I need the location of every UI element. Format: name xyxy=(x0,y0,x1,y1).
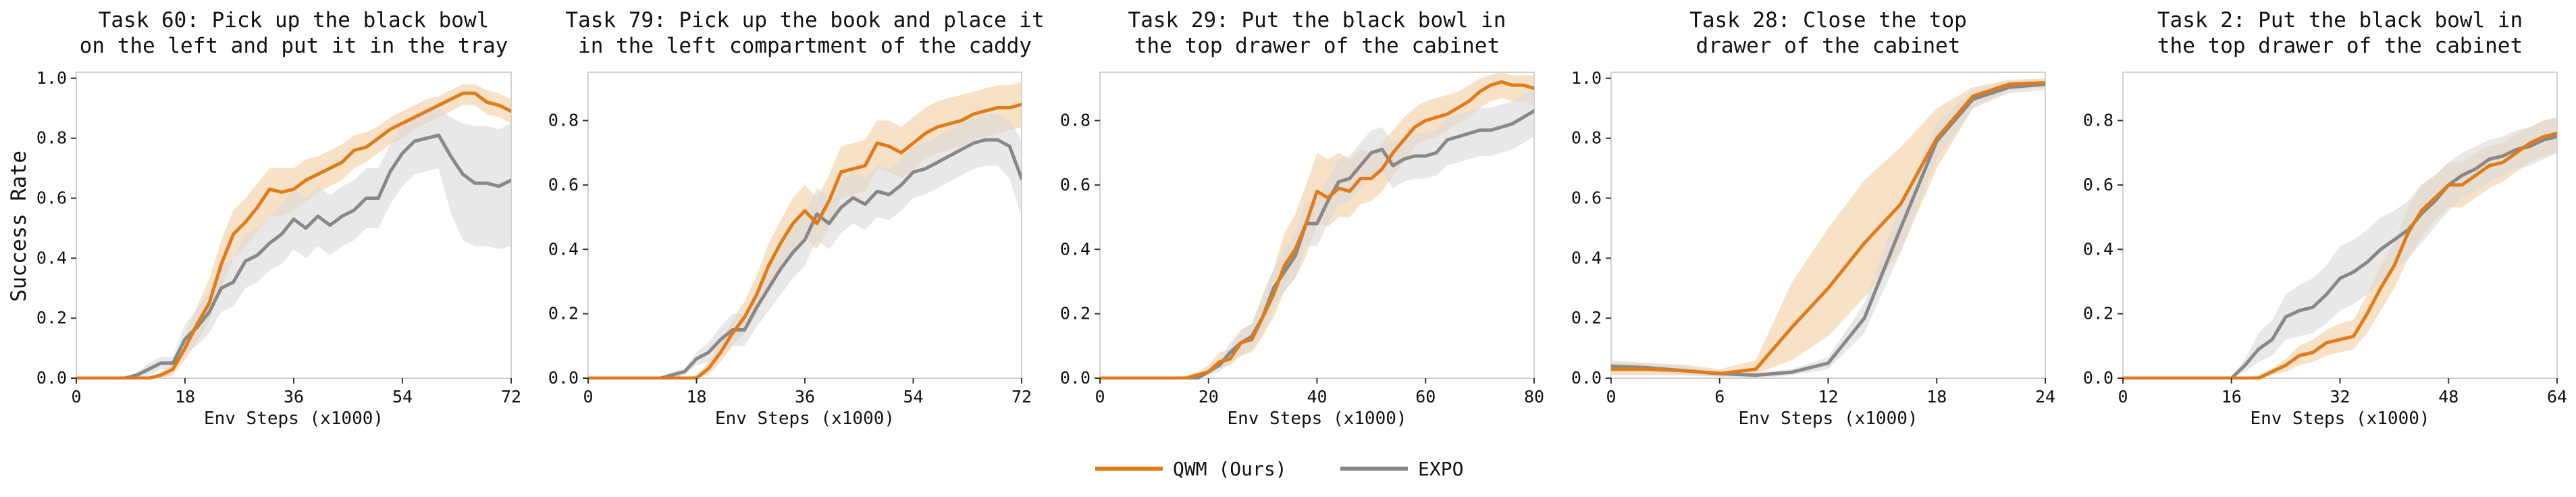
chart-title-line: Task 29: Put the black bowl in xyxy=(1128,8,1506,32)
x-tick-label: 0 xyxy=(71,387,81,407)
legend: QWM (Ours) EXPO xyxy=(1095,458,1463,480)
y-tick-label: 0.0 xyxy=(1571,368,1602,388)
y-tick-label: 0.6 xyxy=(36,188,67,208)
confidence-band-expo xyxy=(1100,88,1534,379)
confidence-band-expo xyxy=(2123,117,2557,379)
plot-area xyxy=(76,84,511,380)
series-line-expo xyxy=(588,138,1022,380)
y-tick-label: 0.6 xyxy=(1060,175,1090,194)
y-tick-label: 0.8 xyxy=(1571,128,1602,148)
y-tick-label: 0.2 xyxy=(1060,304,1090,323)
plot-area xyxy=(1611,78,2045,378)
chart-title-line: Task 60: Pick up the black bowl xyxy=(99,8,490,32)
y-tick-label: 0.8 xyxy=(2083,111,2113,130)
plot-area xyxy=(1100,72,1534,380)
x-tick-label: 48 xyxy=(2438,387,2459,407)
x-tick-label: 60 xyxy=(1415,387,1436,407)
x-tick-label: 0 xyxy=(2118,387,2128,407)
y-tick-label: 1.0 xyxy=(36,68,67,88)
x-tick-label: 18 xyxy=(175,387,195,407)
x-tick-label: 54 xyxy=(392,387,413,407)
series-line-qwm xyxy=(588,103,1022,380)
y-axis-label: Success Rate xyxy=(7,151,31,302)
x-tick-label: 0 xyxy=(1095,387,1105,407)
y-tick-label: 0.2 xyxy=(548,304,579,323)
y-tick-label: 0.4 xyxy=(36,248,67,267)
chart-title-line: on the left and put it in the tray xyxy=(80,34,508,58)
y-tick-label: 0.8 xyxy=(36,128,67,148)
legend-label-qwm: QWM (Ours) xyxy=(1173,458,1287,480)
y-tick-label: 0.2 xyxy=(2083,304,2113,323)
x-tick-label: 72 xyxy=(501,387,521,407)
y-tick-label: 0.0 xyxy=(548,368,579,388)
y-tick-label: 0.4 xyxy=(1571,248,1602,267)
y-tick-label: 0.6 xyxy=(548,175,579,194)
x-tick-label: 12 xyxy=(1818,387,1838,407)
series-line-qwm xyxy=(1100,80,1534,380)
legend-label-expo: EXPO xyxy=(1418,458,1463,480)
y-tick-label: 0.8 xyxy=(548,111,579,130)
x-tick-label: 18 xyxy=(686,387,706,407)
x-tick-label: 18 xyxy=(1926,387,1947,407)
x-axis-label: Env Steps (x1000) xyxy=(1738,409,1918,429)
series-line-expo xyxy=(2123,134,2557,380)
chart-title-line: Task 28: Close the top xyxy=(1689,8,1967,32)
chart-title-line: Task 2: Put the black bowl in xyxy=(2157,8,2523,32)
x-tick-label: 6 xyxy=(1714,387,1725,407)
x-tick-label: 16 xyxy=(2222,387,2242,407)
x-tick-label: 24 xyxy=(2035,387,2055,407)
x-axis-label: Env Steps (x1000) xyxy=(715,409,895,429)
confidence-band-expo xyxy=(1611,80,2045,378)
y-tick-label: 0.8 xyxy=(1060,111,1090,130)
confidence-band-qwm xyxy=(1611,78,2045,377)
y-tick-label: 0.0 xyxy=(2083,368,2113,388)
series-line-expo xyxy=(76,133,511,380)
x-axis-label: Env Steps (x1000) xyxy=(2250,409,2429,429)
x-tick-label: 36 xyxy=(284,387,304,407)
plot-area xyxy=(588,82,1022,380)
plot-area xyxy=(2123,117,2557,380)
y-tick-label: 0.4 xyxy=(2083,239,2113,259)
chart-title-line: the top drawer of the cabinet xyxy=(1134,34,1500,58)
y-tick-label: 1.0 xyxy=(1571,68,1602,88)
chart-panel-2: Task 79: Pick up the book and place itin… xyxy=(548,8,1045,429)
x-tick-label: 72 xyxy=(1011,387,1032,407)
chart-title-line: drawer of the cabinet xyxy=(1696,34,1961,58)
x-tick-label: 80 xyxy=(1524,387,1544,407)
y-tick-label: 0.2 xyxy=(36,308,67,328)
x-tick-label: 36 xyxy=(795,387,815,407)
series-line-qwm xyxy=(1611,81,2045,375)
series-line-qwm xyxy=(2123,132,2557,380)
y-tick-label: 0.0 xyxy=(36,368,67,388)
y-tick-label: 0.2 xyxy=(1571,308,1602,328)
series-line-expo xyxy=(1100,109,1534,380)
y-tick-label: 0.6 xyxy=(1571,188,1602,208)
x-axis-label: Env Steps (x1000) xyxy=(204,409,384,429)
x-tick-label: 54 xyxy=(903,387,923,407)
x-axis-label: Env Steps (x1000) xyxy=(1227,409,1407,429)
chart-title-line: Task 79: Pick up the book and place it xyxy=(565,8,1044,32)
x-tick-label: 40 xyxy=(1307,387,1327,407)
chart-title-line: the top drawer of the cabinet xyxy=(2157,34,2523,58)
confidence-band-expo xyxy=(76,108,511,379)
confidence-band-expo xyxy=(588,114,1022,378)
y-tick-label: 0.6 xyxy=(2083,175,2113,194)
x-tick-label: 32 xyxy=(2330,387,2350,407)
series-line-qwm xyxy=(76,91,511,380)
y-tick-label: 0.4 xyxy=(548,239,579,259)
y-tick-label: 0.0 xyxy=(1060,368,1090,388)
chart-title-line: in the left compartment of the caddy xyxy=(578,34,1032,58)
x-tick-label: 20 xyxy=(1199,387,1219,407)
x-tick-label: 0 xyxy=(1606,387,1616,407)
x-tick-label: 0 xyxy=(583,387,593,407)
x-tick-label: 64 xyxy=(2547,387,2567,407)
y-tick-label: 0.4 xyxy=(1060,239,1090,259)
